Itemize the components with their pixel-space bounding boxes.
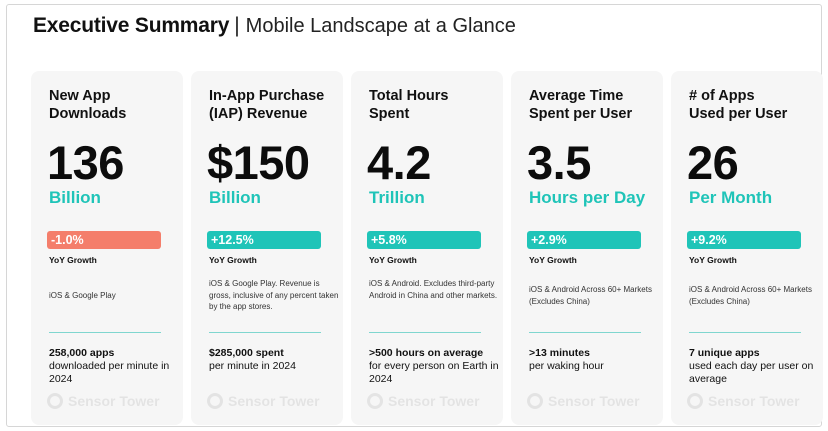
- growth-label: YoY Growth: [689, 255, 737, 265]
- sensor-tower-logo-icon: [47, 393, 63, 409]
- card-note: iOS & Google Play. Revenue is gross, inc…: [209, 279, 339, 311]
- growth-label: YoY Growth: [369, 255, 417, 265]
- sensor-tower-logo-icon: [687, 393, 703, 409]
- footer-text: per minute in 2024: [209, 360, 296, 372]
- metric-value: 26: [687, 136, 739, 189]
- growth-badge: -1.0%: [47, 231, 161, 249]
- growth-label: YoY Growth: [49, 255, 97, 265]
- divider: [209, 332, 321, 333]
- card-note: iOS & Google Play: [49, 291, 116, 300]
- sensor-tower-logo-icon: [367, 393, 383, 409]
- footer-text: for every person on Earth in 2024: [369, 360, 499, 385]
- footer-text: per waking hour: [529, 360, 604, 372]
- divider: [49, 332, 161, 333]
- divider: [689, 332, 801, 333]
- sensor-tower-logo-icon: [527, 393, 543, 409]
- card-title: Total Hours Spent: [369, 88, 449, 122]
- watermark-text: Sensor Tower: [68, 393, 160, 409]
- slide-frame: Executive Summary | Mobile Landscape at …: [6, 4, 823, 427]
- metric-card-apps-used-per-user: # of Apps Used per User 26 Per Month +9.…: [671, 71, 823, 425]
- title-separator: |: [234, 14, 240, 37]
- watermark: Sensor Tower: [207, 393, 320, 409]
- metric-unit: Hours per Day: [529, 188, 646, 207]
- growth-label: YoY Growth: [209, 255, 257, 265]
- page-title: Executive Summary: [33, 14, 230, 37]
- footer-highlight: >500 hours on average: [369, 347, 484, 359]
- metric-card-iap-revenue: In-App Purchase (IAP) Revenue $150 Billi…: [191, 71, 343, 425]
- card-note: iOS & Android Across 60+ Markets (Exclud…: [529, 285, 652, 306]
- footer-highlight: 7 unique apps: [689, 347, 760, 359]
- metric-card-average-time-per-user: Average Time Spent per User 3.5 Hours pe…: [511, 71, 663, 425]
- footer-highlight: >13 minutes: [529, 347, 590, 359]
- card-title: # of Apps Used per User: [689, 88, 788, 122]
- watermark-text: Sensor Tower: [548, 393, 640, 409]
- growth-badge: +9.2%: [687, 231, 801, 249]
- metric-unit: Trillion: [369, 188, 425, 207]
- footer-highlight: 258,000 apps: [49, 347, 115, 359]
- card-footer: >500 hours on average for every person o…: [369, 347, 501, 386]
- watermark: Sensor Tower: [527, 393, 640, 409]
- card-note: iOS & Android. Excludes third-party Andr…: [369, 279, 498, 300]
- metric-unit: Per Month: [689, 188, 773, 207]
- metric-value: 3.5: [527, 136, 591, 189]
- card-title: Average Time Spent per User: [529, 88, 633, 122]
- card-title: In-App Purchase (IAP) Revenue: [209, 88, 325, 122]
- watermark: Sensor Tower: [687, 393, 800, 409]
- metric-value: $150: [207, 136, 310, 189]
- footer-text: used each day per user on average: [689, 360, 814, 385]
- page-subtitle: Mobile Landscape at a Glance: [245, 15, 516, 37]
- card-footer: 7 unique apps used each day per user on …: [689, 347, 815, 386]
- card-footer: >13 minutes per waking hour: [529, 347, 661, 373]
- card-footer: $285,000 spent per minute in 2024: [209, 347, 341, 373]
- card-title: New App Downloads: [49, 88, 127, 122]
- growth-badge: +2.9%: [527, 231, 641, 249]
- metric-cards: New App Downloads 136 Billion -1.0% YoY …: [31, 71, 823, 427]
- watermark-text: Sensor Tower: [708, 393, 800, 409]
- divider: [369, 332, 481, 333]
- divider: [529, 332, 641, 333]
- footer-highlight: $285,000 spent: [209, 347, 284, 359]
- growth-label: YoY Growth: [529, 255, 577, 265]
- footer-text: downloaded per minute in 2024: [49, 360, 170, 385]
- growth-badge: +5.8%: [367, 231, 481, 249]
- metric-unit: Billion: [209, 188, 261, 207]
- watermark-text: Sensor Tower: [228, 393, 320, 409]
- header: Executive Summary | Mobile Landscape at …: [33, 14, 516, 40]
- watermark: Sensor Tower: [47, 393, 160, 409]
- metric-unit: Billion: [49, 188, 101, 207]
- sensor-tower-logo-icon: [207, 393, 223, 409]
- card-footer: 258,000 apps downloaded per minute in 20…: [49, 347, 173, 386]
- metric-value: 4.2: [367, 136, 431, 189]
- metric-value: 136: [47, 136, 124, 189]
- watermark: Sensor Tower: [367, 393, 480, 409]
- watermark-text: Sensor Tower: [388, 393, 480, 409]
- card-note: iOS & Android Across 60+ Markets (Exclud…: [689, 285, 812, 306]
- metric-card-total-hours-spent: Total Hours Spent 4.2 Trillion +5.8% YoY…: [351, 71, 503, 425]
- growth-badge: +12.5%: [207, 231, 321, 249]
- metric-card-new-app-downloads: New App Downloads 136 Billion -1.0% YoY …: [31, 71, 183, 425]
